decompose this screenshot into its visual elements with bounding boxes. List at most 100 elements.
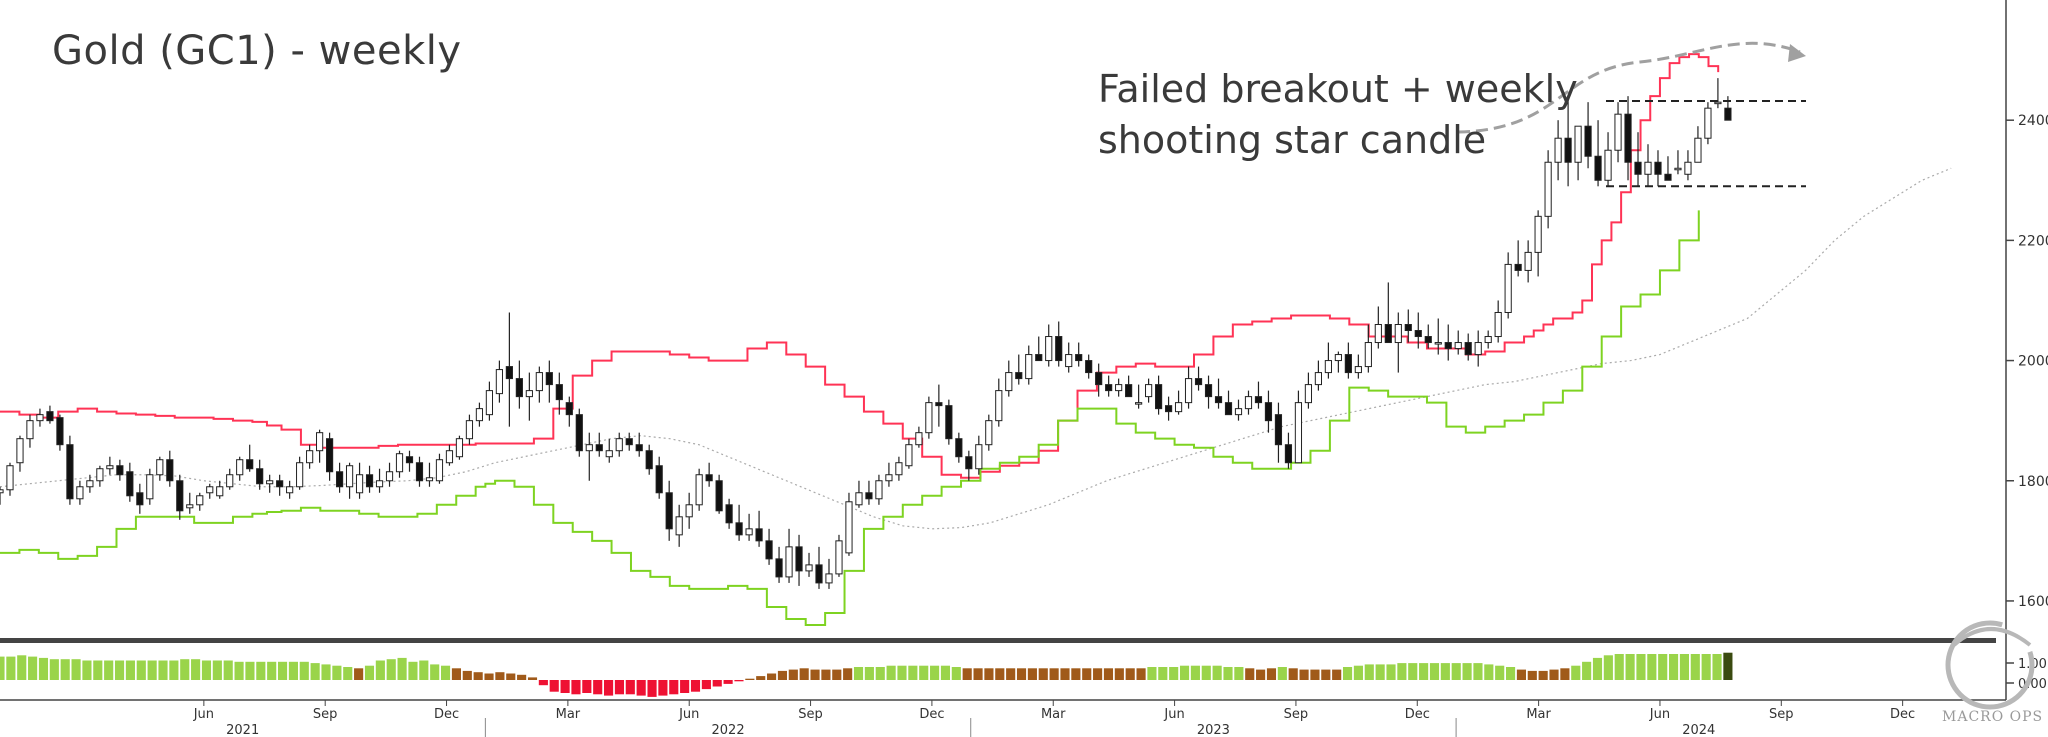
candle <box>725 498 733 529</box>
candle <box>925 396 933 439</box>
momentum-bar <box>527 677 538 680</box>
month-label: Sep <box>1284 707 1309 722</box>
month-label: Dec <box>434 707 459 722</box>
month-label: Jun <box>193 707 214 722</box>
month-label: Mar <box>1041 707 1066 722</box>
candle <box>1694 126 1702 163</box>
candle <box>1145 378 1153 403</box>
candle <box>1534 210 1542 277</box>
candle-body <box>1304 384 1313 404</box>
candle <box>1394 312 1402 373</box>
momentum-bar <box>864 667 874 680</box>
candle <box>146 468 154 505</box>
momentum-bar <box>484 673 494 680</box>
candle <box>296 456 304 490</box>
candle <box>1464 333 1472 361</box>
momentum-bar <box>995 668 1005 680</box>
momentum-bar <box>1375 664 1385 680</box>
momentum-bar <box>104 660 114 680</box>
candle-body <box>296 462 304 488</box>
candle <box>166 450 174 487</box>
candle-body <box>535 372 543 392</box>
candle <box>66 435 74 505</box>
momentum-bar <box>1560 668 1570 680</box>
candle <box>545 360 553 403</box>
candle <box>935 384 943 427</box>
candle <box>335 462 344 493</box>
momentum-bar <box>310 663 320 680</box>
candle <box>635 432 643 457</box>
momentum-bar <box>38 657 49 680</box>
momentum-bar <box>1179 665 1190 680</box>
candle <box>86 474 94 493</box>
momentum-bar <box>604 680 614 696</box>
candle <box>715 474 723 514</box>
candle <box>465 414 474 445</box>
candle <box>895 456 903 481</box>
momentum-bar <box>1505 667 1516 680</box>
candle <box>266 474 274 493</box>
candle-body <box>1674 167 1682 171</box>
candle <box>236 456 244 481</box>
candle <box>625 432 633 451</box>
candle <box>1035 336 1043 362</box>
momentum-bar <box>669 680 679 695</box>
price-tick-label: 2400 <box>2018 113 2048 129</box>
candle <box>1614 102 1622 163</box>
candle <box>1664 156 1672 181</box>
candle <box>495 360 503 403</box>
watermark-text: MACRO OPS <box>1942 709 2044 725</box>
momentum-bar <box>1266 668 1277 680</box>
momentum-bar <box>386 659 396 680</box>
momentum-bar <box>28 656 38 680</box>
candle-body <box>365 474 374 488</box>
momentum-bar <box>1473 663 1483 680</box>
candle-body <box>6 465 14 491</box>
candle-body <box>76 486 84 500</box>
momentum-bar <box>843 668 853 680</box>
candle-body <box>1484 336 1492 344</box>
candle-body <box>226 474 234 488</box>
candle-body <box>1414 330 1422 338</box>
candle-body <box>1444 342 1452 350</box>
candle <box>845 492 853 556</box>
momentum-bar <box>1016 668 1027 680</box>
chart-title: Gold (GC1) - weekly <box>52 28 462 74</box>
candle <box>196 492 204 511</box>
momentum-bar <box>560 680 570 693</box>
candle <box>126 462 134 502</box>
month-label: Dec <box>1405 707 1430 722</box>
candle-body <box>1494 311 1502 338</box>
momentum-bar <box>777 670 788 680</box>
candle <box>1424 324 1432 349</box>
candle-body <box>216 486 224 497</box>
candle <box>825 558 833 589</box>
candle-body <box>735 522 743 536</box>
momentum-bar <box>658 680 668 696</box>
candle-body <box>525 390 533 398</box>
candle-body <box>1714 101 1722 105</box>
candle-body <box>615 438 623 452</box>
momentum-bar <box>614 680 625 695</box>
momentum-bar <box>201 660 212 680</box>
candle-body <box>1384 324 1392 344</box>
candle <box>1554 120 1562 181</box>
candle-body <box>935 402 943 407</box>
candle-body <box>306 450 314 464</box>
momentum-bar <box>1310 669 1320 680</box>
candle-body <box>1015 372 1023 380</box>
candle <box>1414 312 1422 349</box>
candle-body <box>1684 161 1692 175</box>
momentum-bar <box>1158 667 1168 680</box>
candle-body <box>425 477 434 482</box>
momentum-bar <box>191 659 201 680</box>
candle <box>316 429 324 463</box>
candle-body <box>236 459 244 476</box>
candle <box>1544 150 1552 229</box>
candle <box>1564 96 1572 187</box>
candle-body <box>1274 414 1283 446</box>
candle-body <box>266 480 274 485</box>
candle <box>905 438 913 469</box>
candle-body <box>985 420 993 446</box>
candle-body <box>16 438 24 464</box>
